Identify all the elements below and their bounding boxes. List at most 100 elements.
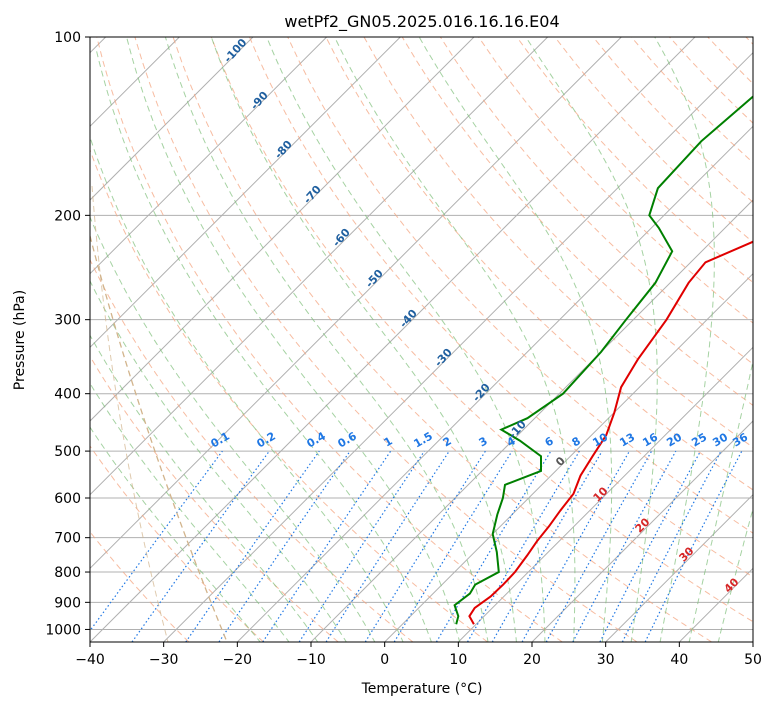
dry-adiabat-line xyxy=(210,37,753,623)
moist-adiabat-line xyxy=(334,37,576,642)
y-tick-label: 800 xyxy=(54,565,81,581)
dry-adiabat-line xyxy=(249,37,753,578)
mixing-ratio-line xyxy=(90,450,223,632)
y-axis: 100 200 300 400 500 600 700 800 900 1000 xyxy=(45,30,90,638)
moist-adiabat-label: 20 xyxy=(633,515,653,535)
dewpoint-profile-line xyxy=(453,95,753,625)
dry-adiabat-line xyxy=(287,37,753,534)
x-tick-label: 0 xyxy=(380,652,389,668)
dry-adiabat-line xyxy=(90,355,339,642)
moist-adiabat-line xyxy=(418,37,613,642)
x-axis-title: Temperature (°C) xyxy=(361,681,483,697)
x-tick-label: 50 xyxy=(744,652,762,668)
x-tick-label: −40 xyxy=(75,652,105,668)
y-tick-label: 500 xyxy=(54,444,81,460)
moist-adiabat-line xyxy=(688,358,753,642)
y-tick-label: 1000 xyxy=(45,622,81,638)
mixing-ratio-label: 0.1 xyxy=(209,429,232,450)
moist-adiabat-line xyxy=(654,37,715,642)
moist-adiabat-line xyxy=(210,37,518,642)
sounding-series xyxy=(453,95,753,625)
mixing-ratio-line xyxy=(298,450,425,642)
dry-adiabat-line xyxy=(325,37,753,491)
saturation-curves xyxy=(90,185,228,642)
mixing-ratio-line xyxy=(521,450,631,642)
isotherm-line xyxy=(605,493,753,642)
mixing-ratio-line xyxy=(185,450,320,642)
mixing-ratio-label: 36 xyxy=(730,430,750,449)
dry-adiabat-line xyxy=(90,148,488,642)
dry-adiabat-label: -40 xyxy=(397,307,420,331)
x-tick-label: −10 xyxy=(296,652,326,668)
isotherm-line xyxy=(90,37,696,642)
moist-adiabat-line xyxy=(525,37,658,642)
moist-adiabat-line xyxy=(95,49,432,642)
moist-adiabat-line xyxy=(90,426,261,642)
mixing-ratio-line xyxy=(218,450,351,642)
dry-adiabat-label: -20 xyxy=(470,381,493,405)
isotherm-line xyxy=(90,37,549,496)
dry-adiabats xyxy=(90,37,753,642)
moist-adiabat-label: 10 xyxy=(591,484,611,504)
moist-adiabat-line xyxy=(90,382,290,642)
isotherm-line xyxy=(90,37,401,349)
moist-adiabats xyxy=(90,37,753,642)
isotherm-line xyxy=(384,272,753,642)
dry-adiabat-line xyxy=(90,258,414,642)
x-axis: −40 −30 −20 −10 0 10 20 30 40 50 xyxy=(75,642,762,668)
dry-adiabat-line xyxy=(478,37,753,324)
dry-adiabat-label: -90 xyxy=(248,89,271,113)
isotherm-line xyxy=(531,420,753,642)
dry-adiabat-label: -100 xyxy=(221,36,249,65)
y-tick-label: 100 xyxy=(54,30,81,46)
mixing-ratio-line xyxy=(262,450,392,642)
y-tick-label: 400 xyxy=(54,387,81,403)
isotherm-line xyxy=(752,641,753,642)
x-tick-label: 40 xyxy=(670,652,688,668)
x-tick-label: 20 xyxy=(523,652,541,668)
mixing-ratio-lines xyxy=(90,450,743,642)
saturation-curve xyxy=(90,235,228,642)
moist-adiabat-line xyxy=(90,215,376,642)
mixing-ratio-label: 1 xyxy=(382,434,395,449)
mixing-ratio-label: 0.4 xyxy=(305,429,329,450)
mixing-ratio-label: 0.6 xyxy=(336,429,360,450)
skewed-isotherms xyxy=(90,37,753,642)
mixing-ratio-label: 3 xyxy=(477,434,490,449)
dry-adiabat-line xyxy=(134,37,638,642)
isotherm-line xyxy=(90,37,622,570)
isotherm-line xyxy=(90,37,254,201)
pressure-gridlines xyxy=(90,37,753,630)
dry-adiabat-label: -60 xyxy=(330,226,353,250)
x-tick-label: −20 xyxy=(223,652,253,668)
dry-adiabat-line xyxy=(439,37,753,365)
isotherm-line xyxy=(163,51,753,642)
y-tick-label: 900 xyxy=(54,595,81,611)
y-tick-label: 600 xyxy=(54,491,81,507)
isotherm-line xyxy=(236,125,753,642)
mixing-ratio-line xyxy=(325,450,450,642)
moist-adiabat-line xyxy=(126,37,461,642)
moist-adiabat-label: 40 xyxy=(722,575,742,595)
dry-adiabat-line xyxy=(172,37,712,642)
x-tick-label: 10 xyxy=(449,652,467,668)
y-tick-label: 700 xyxy=(54,531,81,547)
y-tick-label: 300 xyxy=(54,313,81,329)
saturation-curve xyxy=(91,185,169,642)
moist-adiabat-line xyxy=(90,334,319,642)
plot-frame xyxy=(89,36,754,643)
moist-adiabat-line xyxy=(717,506,753,642)
dry-adiabat-line xyxy=(745,37,753,45)
x-tick-label: 30 xyxy=(597,652,615,668)
dry-adiabat-line xyxy=(96,37,563,642)
dry-adiabat-line xyxy=(90,531,190,642)
isotherm-line xyxy=(90,37,475,422)
moist-adiabat-line xyxy=(266,37,546,642)
x-tick-label: −30 xyxy=(149,652,179,668)
moist-adiabat-line xyxy=(90,135,404,642)
mixing-ratio-label: 13 xyxy=(617,431,637,450)
y-tick-label: 200 xyxy=(54,208,81,224)
isotherm-line xyxy=(90,37,328,275)
temperature-profile-line xyxy=(468,240,753,625)
